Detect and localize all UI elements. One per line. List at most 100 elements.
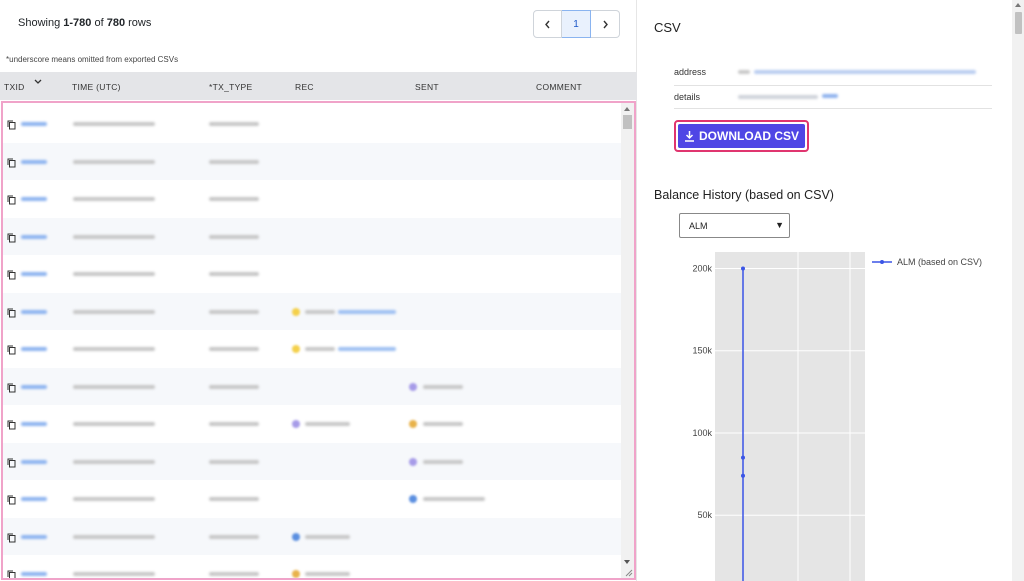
transactions-panel: Showing 1-780 of 780 rows 1 *underscore … — [0, 0, 637, 581]
rec-coin-icon — [292, 307, 300, 316]
page-scroll-up-arrow[interactable] — [1015, 3, 1021, 7]
download-csv-button[interactable]: DOWNLOAD CSV — [674, 120, 809, 152]
rec-amount — [305, 347, 335, 351]
txid-link[interactable] — [21, 459, 47, 464]
next-page-button[interactable] — [591, 10, 620, 38]
table-scrollbar[interactable] — [621, 103, 634, 578]
txid-link[interactable] — [21, 347, 47, 351]
txid-link[interactable] — [21, 197, 47, 201]
page-1-button[interactable]: 1 — [562, 10, 591, 38]
copy-icon[interactable] — [7, 420, 16, 430]
rows-prefix: Showing — [18, 17, 64, 29]
address-avatar — [738, 70, 750, 74]
copy-icon[interactable] — [7, 158, 16, 168]
table-row[interactable] — [3, 105, 623, 143]
prev-page-button[interactable] — [533, 10, 562, 38]
balance-history-title: Balance History (based on CSV) — [654, 188, 834, 202]
txid-link[interactable] — [21, 234, 47, 239]
page-scrollbar[interactable] — [1012, 0, 1024, 581]
y-tick-label: 100k — [692, 428, 712, 438]
download-icon — [685, 131, 694, 142]
download-csv-label: DOWNLOAD CSV — [699, 129, 799, 143]
scroll-up-arrow[interactable] — [624, 107, 630, 111]
table-row[interactable] — [3, 180, 623, 218]
rec-coin-icon — [292, 345, 300, 353]
col-txid[interactable]: TXID — [4, 82, 25, 92]
download-csv-inner: DOWNLOAD CSV — [678, 124, 805, 148]
rec-amount — [305, 309, 335, 314]
txid-link[interactable] — [21, 497, 47, 501]
data-point — [741, 455, 745, 460]
table-body[interactable] — [1, 101, 636, 580]
tx-type-cell — [209, 497, 259, 501]
rows-range: 1-780 — [63, 17, 92, 29]
sent-amount — [423, 497, 485, 501]
copy-icon[interactable] — [7, 233, 16, 243]
copy-icon[interactable] — [7, 383, 16, 393]
table-row[interactable] — [3, 480, 623, 518]
address-label: address — [674, 67, 707, 77]
table-row[interactable] — [3, 555, 623, 580]
copy-icon[interactable] — [7, 570, 16, 580]
col-comment: COMMENT — [536, 82, 583, 92]
rec-address-link[interactable] — [338, 347, 396, 351]
rec-address-link[interactable] — [338, 309, 396, 314]
balance-chart: 200k 150k 100k 50k ALM (based on CSV) — [692, 252, 982, 581]
col-tx-type: *TX_TYPE — [209, 82, 253, 92]
txid-link[interactable] — [21, 422, 47, 426]
time-cell — [73, 122, 155, 126]
copy-icon[interactable] — [7, 345, 16, 355]
scroll-down-arrow[interactable] — [624, 560, 630, 564]
table-row[interactable] — [3, 367, 623, 405]
txid-link[interactable] — [21, 159, 47, 164]
table-row[interactable] — [3, 292, 623, 330]
copy-icon[interactable] — [7, 495, 16, 505]
page-scroll-thumb[interactable] — [1015, 12, 1022, 34]
copy-icon[interactable] — [7, 195, 16, 205]
table-row[interactable] — [3, 330, 623, 368]
tx-type-cell — [209, 122, 259, 126]
table-row[interactable] — [3, 255, 623, 293]
y-tick-label: 200k — [692, 263, 712, 273]
table-row[interactable] — [3, 217, 623, 255]
copy-icon[interactable] — [7, 533, 16, 543]
resize-handle-icon[interactable] — [624, 568, 633, 577]
select-arrow-icon: ▼ — [775, 220, 784, 230]
scroll-thumb[interactable] — [623, 115, 632, 129]
copy-icon[interactable] — [7, 270, 16, 280]
rows-mid: of — [91, 17, 107, 29]
tx-type-cell — [209, 422, 259, 426]
txid-link[interactable] — [21, 572, 47, 576]
sort-chevron-icon[interactable] — [34, 79, 42, 85]
sent-coin-icon — [409, 457, 417, 466]
data-point — [741, 266, 745, 271]
sent-coin-icon — [409, 420, 417, 428]
asset-select[interactable]: ALM ▼ — [679, 213, 790, 238]
y-tick-label: 50k — [697, 510, 712, 520]
txid-link[interactable] — [21, 309, 47, 314]
table-row[interactable] — [3, 405, 623, 443]
time-cell — [73, 534, 155, 539]
tx-type-cell — [209, 347, 259, 351]
rec-amount — [305, 572, 350, 576]
txid-link[interactable] — [21, 534, 47, 539]
details-link[interactable] — [822, 94, 838, 98]
copy-icon[interactable] — [7, 458, 16, 468]
table-header: TXID TIME (UTC) *TX_TYPE REC SENT COMMEN… — [0, 72, 637, 100]
col-rec: REC — [295, 82, 314, 92]
copy-icon[interactable] — [7, 120, 16, 130]
rec-amount — [305, 534, 350, 539]
table-row[interactable] — [3, 142, 623, 180]
time-cell — [73, 309, 155, 314]
table-row[interactable] — [3, 517, 623, 555]
txid-link[interactable] — [21, 384, 47, 389]
time-cell — [73, 497, 155, 501]
txid-link[interactable] — [21, 272, 47, 276]
table-row[interactable] — [3, 442, 623, 480]
tx-type-cell — [209, 534, 259, 539]
csv-panel: CSV address details DOWNLOAD CSV Balance… — [638, 0, 1012, 581]
txid-link[interactable] — [21, 122, 47, 126]
sent-amount — [423, 384, 463, 389]
copy-icon[interactable] — [7, 308, 16, 318]
tx-type-cell — [209, 572, 259, 576]
